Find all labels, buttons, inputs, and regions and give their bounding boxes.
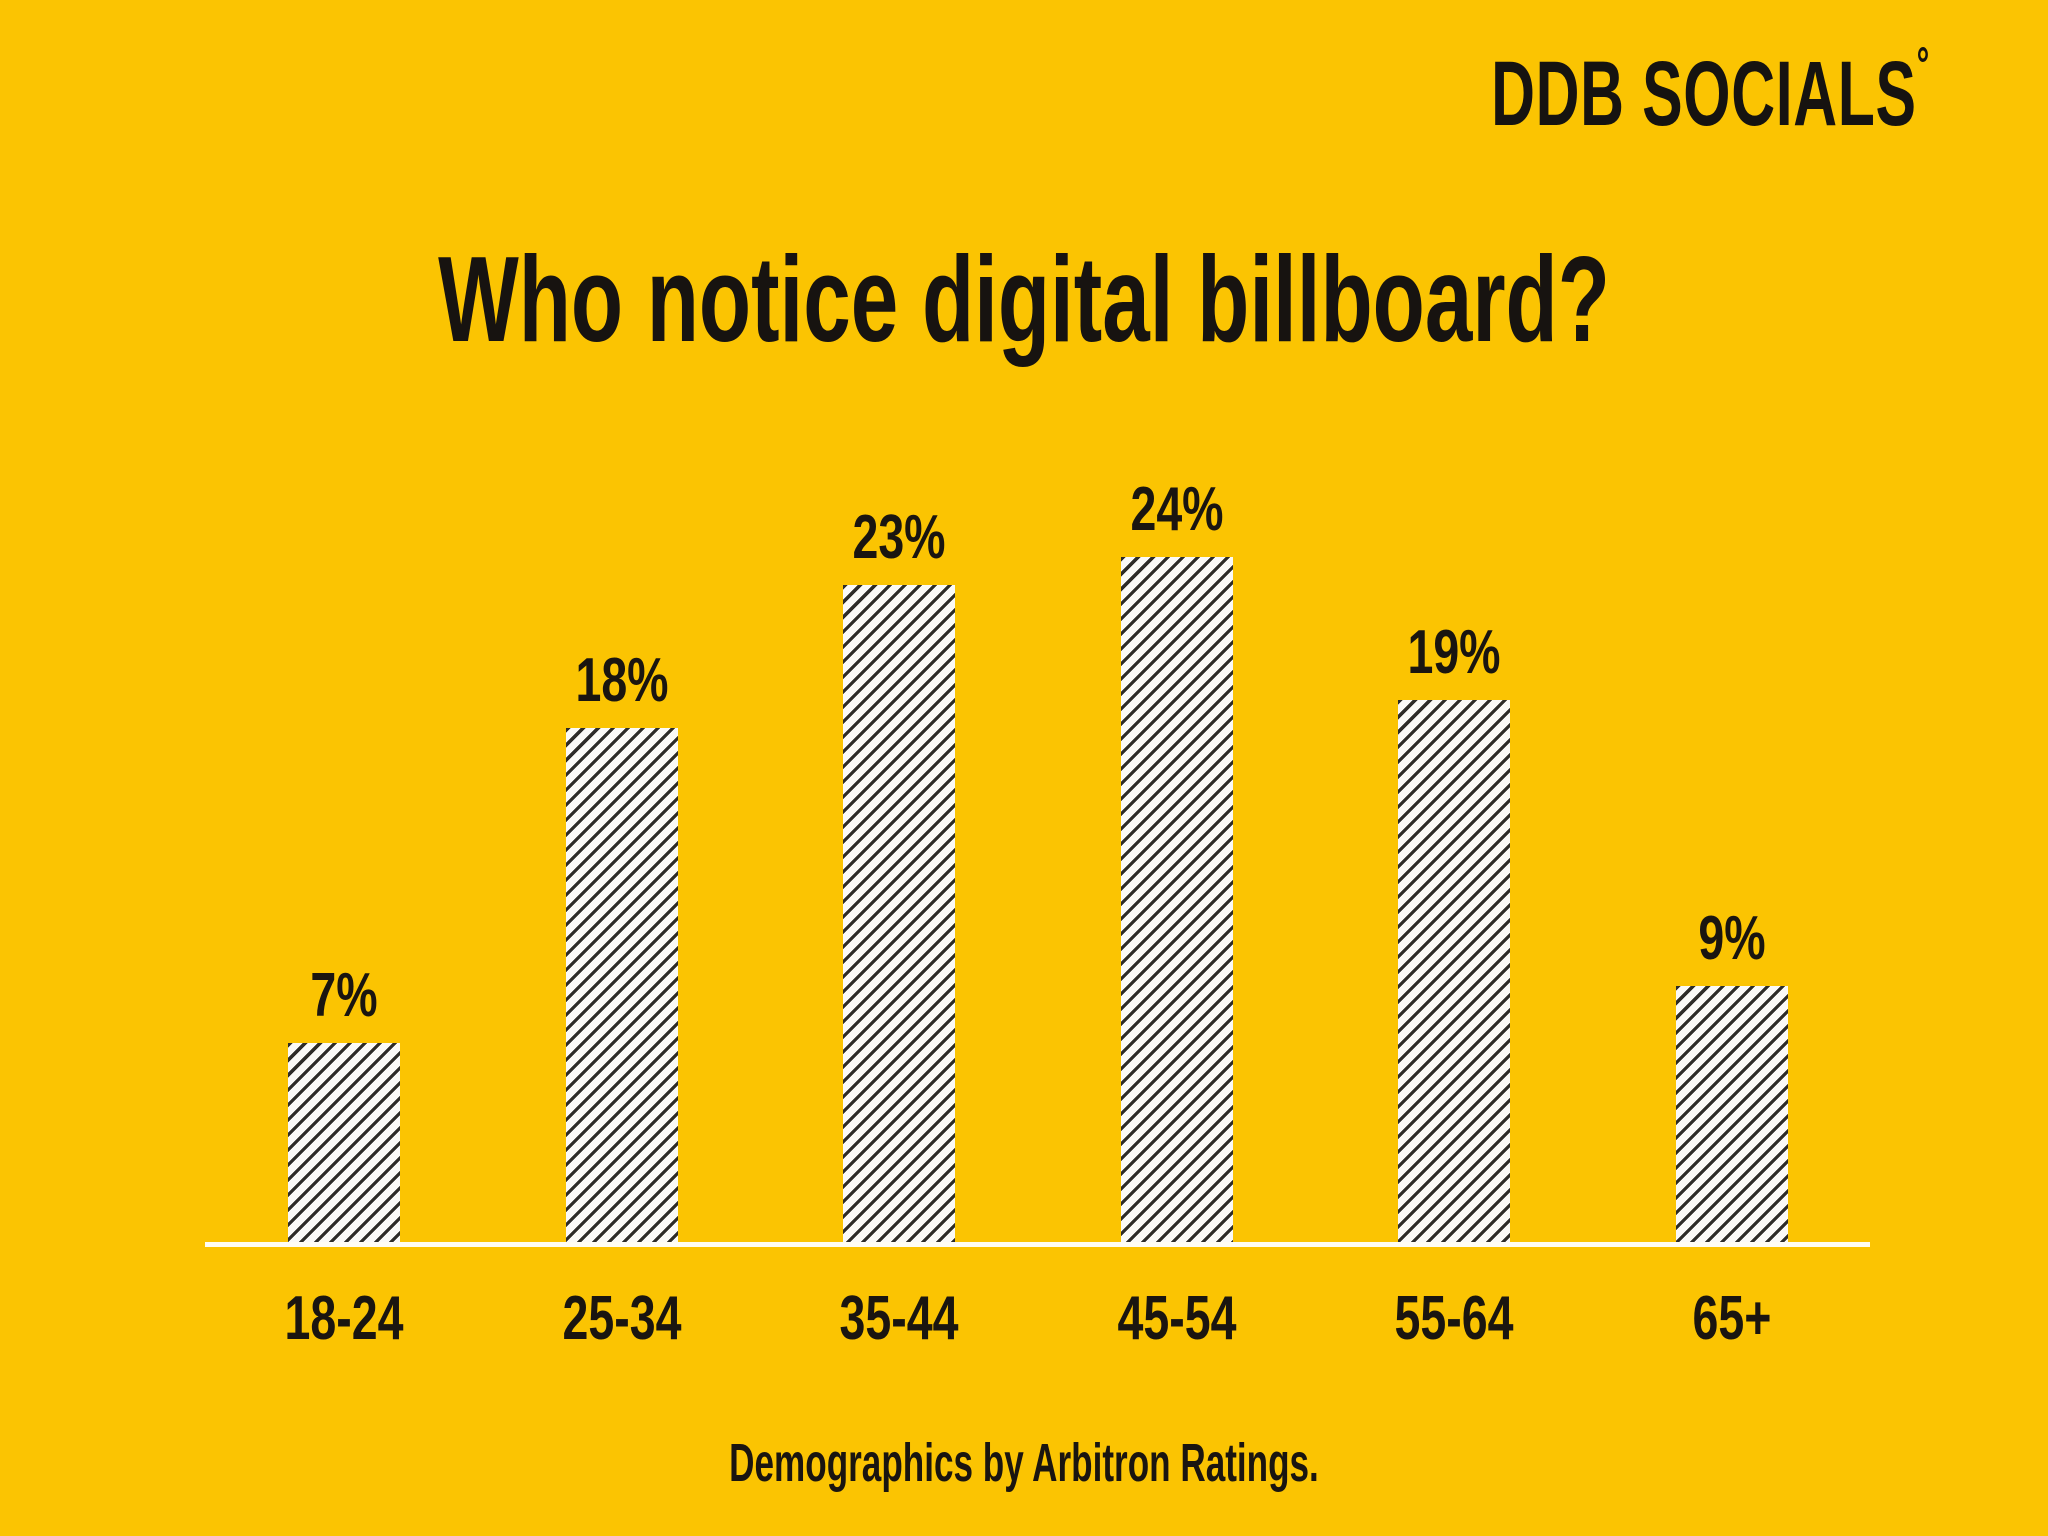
bar-value-label: 19% [1407, 618, 1501, 687]
bar-value-label: 18% [574, 646, 669, 715]
bar-value-label: 7% [310, 961, 378, 1030]
bar-value-label: 24% [1129, 475, 1224, 544]
x-axis-line [205, 1242, 1870, 1247]
x-axis-label: 55-64 [1394, 1284, 1514, 1353]
bar-55-64 [1398, 700, 1510, 1243]
bar-35-44 [843, 585, 955, 1243]
bar-25-34 [565, 728, 678, 1243]
x-axis-label: 35-44 [839, 1284, 959, 1353]
bar-value-label: 23% [852, 503, 946, 572]
bar-18-24 [288, 1043, 400, 1243]
source-caption: Demographics by Arbitron Ratings. [729, 1433, 1319, 1493]
brand-logo-degree-mark: ° [1916, 39, 1930, 92]
bar-65+ [1675, 986, 1788, 1243]
chart-title: Who notice digital billboard? [438, 231, 1610, 367]
x-axis-label: 65+ [1692, 1284, 1771, 1353]
brand-logo-text: DDB SOCIALS [1491, 43, 1917, 145]
bar-value-label: 9% [1697, 904, 1766, 973]
x-axis-label: 45-54 [1117, 1284, 1236, 1353]
bar-45-54 [1120, 557, 1233, 1243]
x-axis-label: 25-34 [562, 1284, 681, 1353]
x-axis-label: 18-24 [284, 1284, 404, 1353]
brand-logo: DDB SOCIALS° [1491, 42, 1930, 140]
